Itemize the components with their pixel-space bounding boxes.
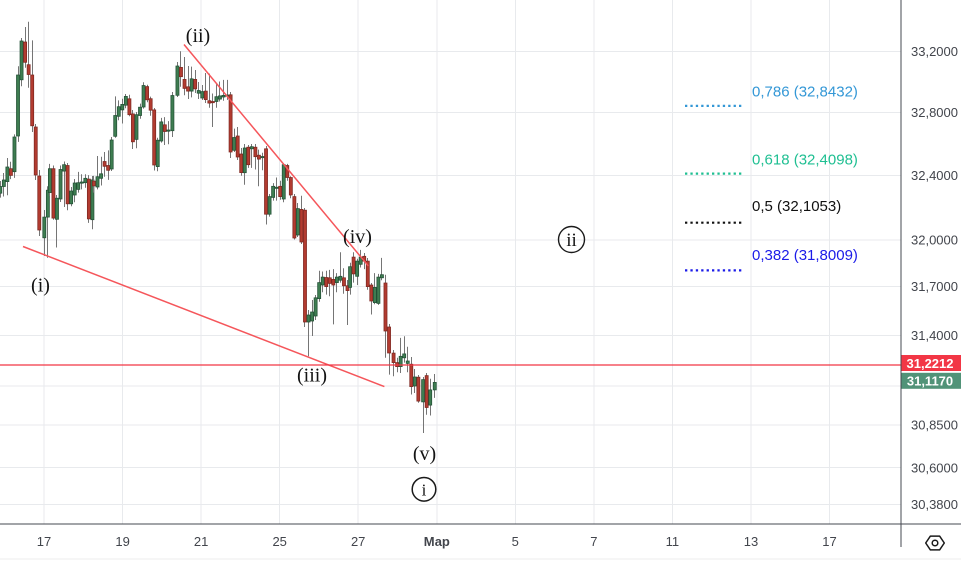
svg-text:33,2000: 33,2000 xyxy=(911,44,958,59)
svg-text:(iv): (iv) xyxy=(343,226,372,248)
svg-text:Мар: Мар xyxy=(424,534,450,549)
svg-text:17: 17 xyxy=(822,534,836,549)
svg-text:32,4000: 32,4000 xyxy=(911,168,958,183)
svg-text:0,382 (31,8009): 0,382 (31,8009) xyxy=(752,247,858,264)
svg-text:ii: ii xyxy=(566,230,577,251)
svg-text:32,8000: 32,8000 xyxy=(911,105,958,120)
svg-text:17: 17 xyxy=(37,534,51,549)
svg-text:31,4000: 31,4000 xyxy=(911,328,958,343)
svg-text:i: i xyxy=(422,480,427,499)
svg-text:30,3800: 30,3800 xyxy=(911,497,958,512)
svg-text:32,0000: 32,0000 xyxy=(911,233,958,248)
svg-text:(iii): (iii) xyxy=(297,365,327,387)
svg-text:0,786 (32,8432): 0,786 (32,8432) xyxy=(752,83,858,100)
svg-text:25: 25 xyxy=(272,534,286,549)
svg-text:(v): (v) xyxy=(413,443,436,465)
svg-text:(ii): (ii) xyxy=(186,25,210,47)
svg-text:0,618 (32,4098): 0,618 (32,4098) xyxy=(752,152,858,169)
svg-text:21: 21 xyxy=(194,534,208,549)
svg-text:31,1170: 31,1170 xyxy=(907,374,953,389)
svg-text:31,7000: 31,7000 xyxy=(911,279,958,294)
svg-text:7: 7 xyxy=(590,534,597,549)
svg-text:(i): (i) xyxy=(31,275,50,297)
svg-text:11: 11 xyxy=(666,534,680,549)
svg-text:31,2212: 31,2212 xyxy=(907,356,954,371)
svg-text:30,6000: 30,6000 xyxy=(911,460,958,475)
svg-text:19: 19 xyxy=(115,534,129,549)
svg-text:13: 13 xyxy=(744,534,758,549)
svg-text:0,5 (32,1053): 0,5 (32,1053) xyxy=(752,198,841,215)
svg-text:5: 5 xyxy=(512,534,519,549)
svg-text:27: 27 xyxy=(351,534,365,549)
svg-text:30,8500: 30,8500 xyxy=(911,418,958,433)
